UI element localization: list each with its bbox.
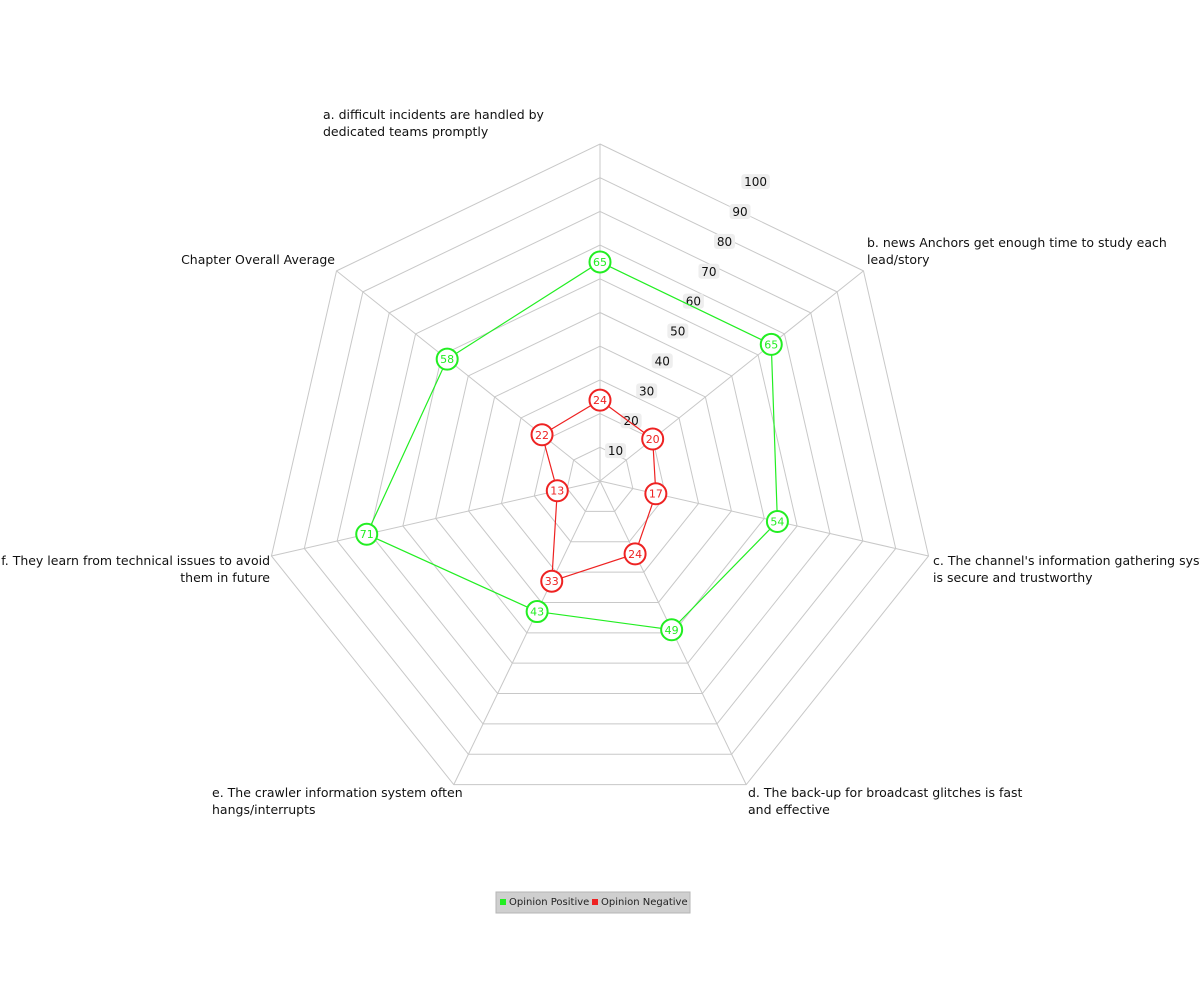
tick-label: 80 (717, 235, 732, 249)
data-label: 43 (530, 606, 544, 619)
tick-label: 20 (623, 414, 638, 428)
tick-label-bg (651, 353, 673, 369)
data-label: 22 (535, 429, 549, 442)
data-label: 17 (649, 488, 663, 501)
data-point (435, 347, 459, 371)
data-label: 71 (360, 528, 374, 541)
category-label: f. They learn from technical issues to a… (1, 553, 270, 585)
tick-label-bg (741, 174, 770, 190)
data-label: 13 (550, 485, 564, 498)
data-label: 65 (764, 338, 778, 351)
legend-label-negative: Opinion Negative (601, 897, 688, 908)
data-point (623, 542, 647, 566)
data-point (644, 482, 668, 506)
grid-ring-80 (336, 210, 864, 725)
legend: Opinion Positive Opinion Negative (495, 891, 691, 914)
grid-ring-10 (566, 446, 634, 512)
data-point (660, 618, 684, 642)
tick-label: 70 (701, 265, 716, 279)
tick-label-bg (729, 203, 751, 219)
data-label: 58 (440, 353, 454, 366)
category-labels: a. difficult incidents are handled by ded… (1, 107, 1200, 817)
tick-label: 90 (732, 205, 747, 219)
tick-label-bg (605, 443, 627, 459)
tick-label-bg (636, 383, 658, 399)
category-label: e. The crawler information system often h… (212, 785, 463, 817)
tick-label-bg (713, 233, 735, 249)
tick-label-bg (698, 263, 720, 279)
data-point (759, 332, 783, 356)
series-negative: 24 20 17 24 33 13 22 (530, 388, 668, 593)
grid-ring-90 (303, 177, 897, 755)
tick-label: 40 (655, 354, 670, 368)
grid-spoke (453, 480, 601, 785)
data-point (641, 427, 665, 451)
grid-ring-70 (369, 244, 831, 695)
grid-spoke (271, 480, 601, 557)
legend-label-positive: Opinion Positive (509, 897, 589, 908)
series-layer: 65 65 54 49 43 71 58 24 20 17 24 33 13 22 (355, 250, 789, 642)
tick-label-bg (620, 413, 642, 429)
grid-spoke (336, 270, 601, 482)
data-label: 49 (665, 624, 679, 637)
data-label: 54 (770, 515, 784, 528)
data-point (588, 250, 612, 274)
grid-ring-50 (435, 311, 765, 634)
data-point (588, 388, 612, 412)
series-positive: 65 65 54 49 43 71 58 (355, 250, 789, 642)
tick-label-bg (667, 323, 689, 339)
grid-ring-30 (500, 379, 700, 573)
grid-ring-40 (468, 345, 732, 603)
grid-spoke (599, 270, 864, 482)
category-label: a. difficult incidents are handled by ded… (323, 107, 545, 139)
category-label: c. The channel's information gathering s… (933, 553, 1200, 585)
category-label: d. The back-up for broadcast glitches is… (748, 785, 1023, 817)
series-line (365, 261, 779, 631)
data-label: 24 (593, 394, 607, 407)
category-label: b. news Anchors get enough time to study… (867, 235, 1167, 267)
data-point (545, 479, 569, 503)
data-point (540, 569, 564, 593)
legend-swatch-positive (500, 899, 506, 905)
data-point (525, 600, 549, 624)
radar-grid (270, 143, 930, 786)
data-point (765, 509, 789, 533)
data-label: 33 (545, 575, 559, 588)
data-point (530, 423, 554, 447)
tick-label: 10 (608, 444, 623, 458)
category-label: Chapter Overall Average (181, 252, 335, 267)
tick-label: 50 (670, 325, 685, 339)
legend-swatch-negative (592, 899, 598, 905)
data-label: 24 (628, 548, 642, 561)
tick-label: 100 (744, 175, 767, 189)
data-point (355, 522, 379, 546)
data-label: 65 (593, 256, 607, 269)
tick-label: 30 (639, 384, 654, 398)
data-label: 20 (646, 433, 660, 446)
grid-ring-100 (270, 143, 930, 786)
